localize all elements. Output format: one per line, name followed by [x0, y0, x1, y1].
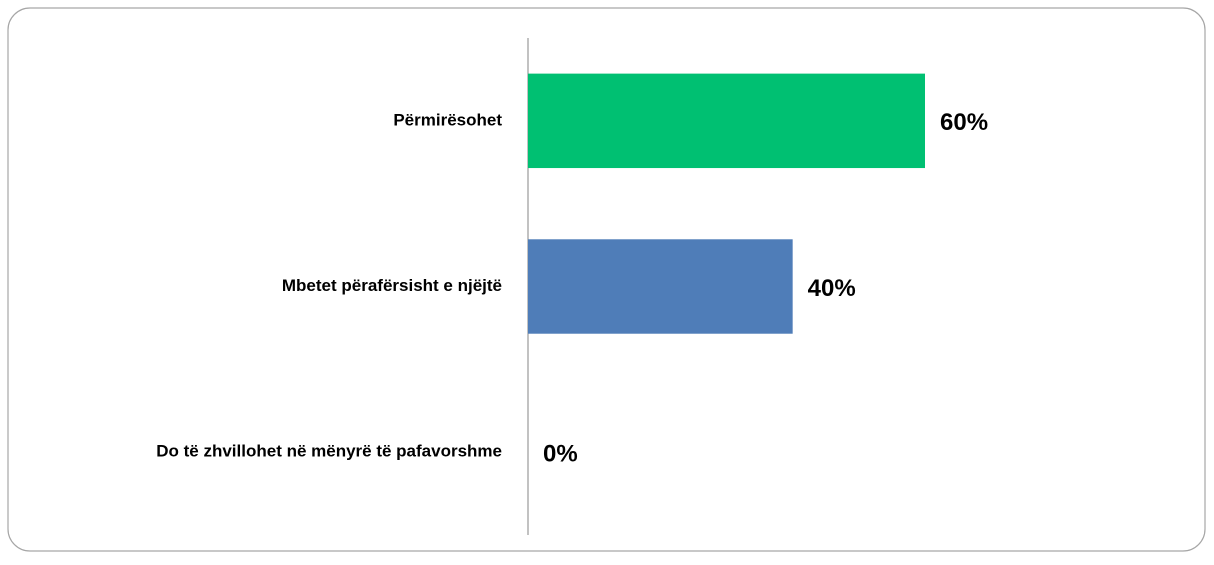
- category-label: Do të zhvillohet në mënyrë të pafavorshm…: [156, 442, 502, 461]
- value-label: 0%: [543, 441, 578, 468]
- bar: [528, 73, 925, 169]
- value-label: 60%: [940, 109, 988, 136]
- bar: [528, 239, 793, 334]
- category-label: Përmirësohet: [393, 110, 502, 129]
- category-label: Mbetet përafërsisht e njëjtë: [282, 276, 502, 295]
- value-label: 40%: [808, 275, 856, 302]
